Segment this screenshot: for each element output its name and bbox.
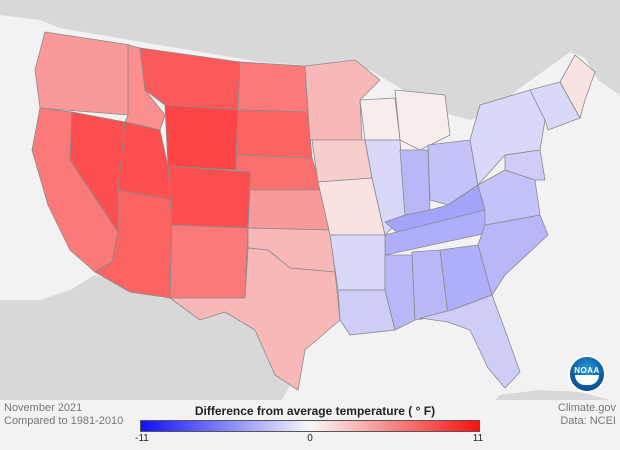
region-colorado: [167, 165, 251, 229]
region-indiana: [399, 149, 431, 216]
region-texas: [169, 247, 341, 391]
region-arkansas: [329, 234, 386, 291]
region-pennsylvania-new-york: [469, 89, 546, 186]
region-maine: [559, 54, 596, 119]
baja-peninsula: [84, 280, 125, 372]
region-wisconsin: [359, 97, 401, 141]
region-mississippi: [384, 254, 416, 331]
site-credit: Climate.gov: [557, 402, 616, 414]
region-michigan: [394, 89, 451, 151]
temperature-anomaly-map: [0, 0, 620, 400]
legend-mid-label: 0: [307, 433, 313, 444]
canada-landmass: [0, 0, 620, 120]
color-scale-bar: [140, 420, 480, 432]
legend-min-label: -11: [135, 433, 149, 444]
region-louisiana: [337, 289, 396, 336]
region-new-mexico: [169, 224, 249, 299]
us-states-layer: [31, 31, 596, 391]
region-wyoming: [164, 104, 239, 171]
data-source: Data: NCEI: [560, 415, 616, 427]
cuba-landmass: [495, 390, 610, 400]
region-florida: [419, 294, 521, 389]
region-north-dakota: [237, 61, 309, 113]
region-new-england: [529, 81, 581, 131]
date-label: November 2021: [4, 402, 83, 414]
region-pacific-northwest: [34, 31, 131, 116]
legend-max-label: 11: [472, 433, 484, 444]
region-iowa: [311, 139, 373, 183]
baseline-label: Compared to 1981-2010: [4, 415, 124, 427]
region-kansas: [247, 189, 331, 231]
noaa-logo-text: NOAA: [574, 366, 600, 375]
noaa-logo: NOAA: [568, 355, 606, 393]
legend-title: Difference from average temperature ( ° …: [194, 404, 436, 418]
noaa-logo-wave: [575, 375, 599, 385]
region-south-dakota: [235, 109, 313, 159]
